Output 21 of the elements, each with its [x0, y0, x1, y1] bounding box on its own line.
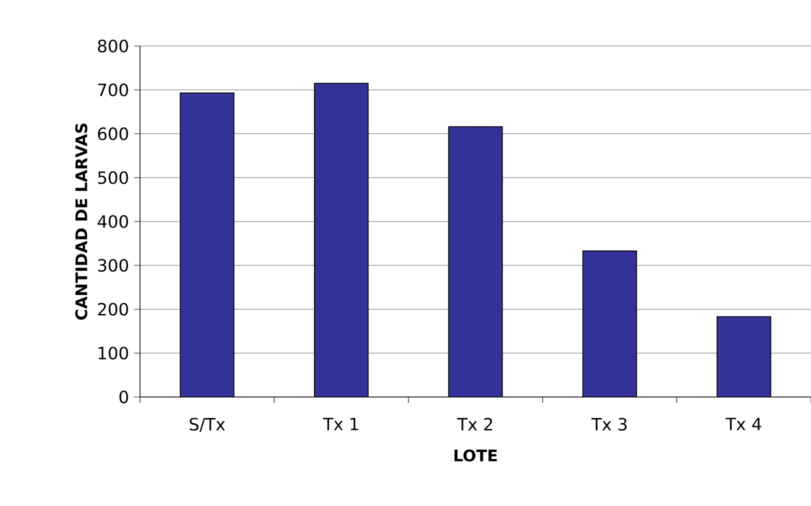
- y-tick-label: 100: [98, 346, 128, 360]
- y-tick-label: 500: [98, 171, 128, 184]
- y-tick-label: 300: [98, 258, 128, 272]
- y-tick-label: 200: [98, 302, 128, 316]
- bar: [582, 250, 637, 397]
- y-axis-title: CANTIDAD DE LARVAS: [75, 124, 88, 320]
- bar: [716, 316, 772, 397]
- x-tick-label: Tx 3: [591, 418, 627, 431]
- x-tick-label: S/Tx: [190, 418, 225, 432]
- bar: [180, 92, 234, 397]
- y-tick-label: 600: [98, 127, 128, 140]
- y-tick-label: 400: [98, 215, 128, 228]
- x-axis-title: LOTE: [454, 449, 497, 462]
- x-tick-label: Tx 1: [322, 418, 358, 430]
- y-tick-label: 800: [98, 40, 128, 52]
- y-tick-label: 0: [119, 390, 128, 404]
- y-tick-label: 700: [98, 83, 128, 96]
- bar: [314, 82, 369, 397]
- x-tick-label: Tx 2: [457, 418, 492, 430]
- x-tick-label: Tx 4: [726, 418, 762, 430]
- bar: [448, 126, 503, 397]
